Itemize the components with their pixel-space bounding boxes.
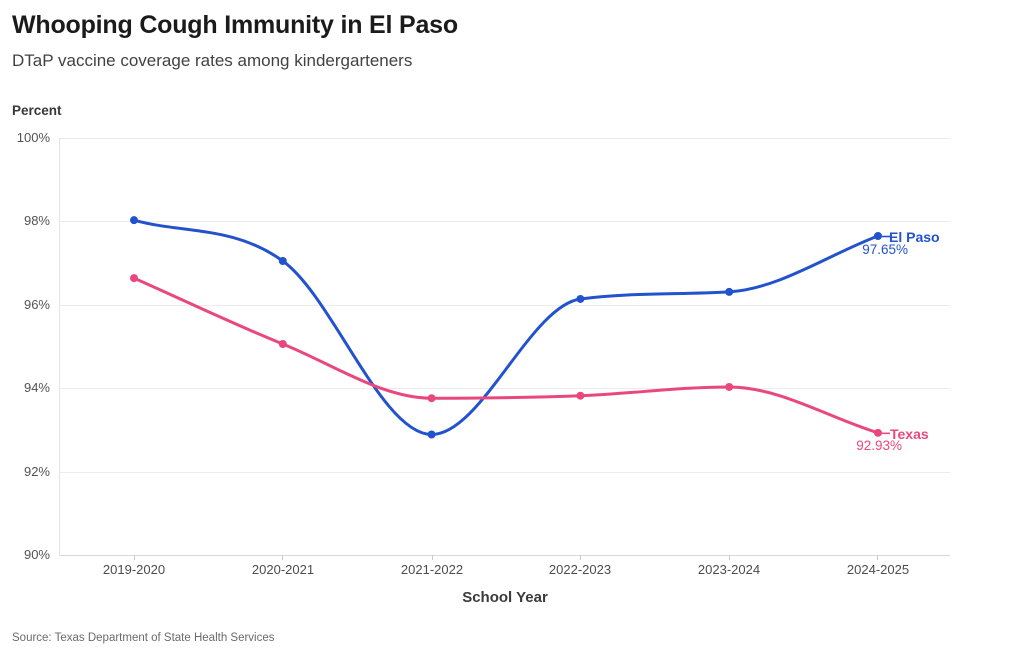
x-tickmark: [580, 555, 581, 560]
y-tick-94: 94%: [23, 380, 50, 395]
data-point: [725, 382, 734, 391]
y-axis-title: Percent: [12, 103, 62, 118]
series-line: [132, 276, 880, 435]
data-point: [427, 394, 436, 403]
gridline-94: [60, 388, 950, 389]
data-point: [576, 391, 585, 400]
x-tickmark: [282, 555, 283, 560]
y-tick-98: 98%: [23, 213, 50, 228]
x-tickmark: [877, 555, 878, 560]
data-point: [576, 294, 585, 303]
data-point: [725, 287, 734, 296]
x-tick-2020-2021: 2020-2021: [251, 562, 315, 577]
data-point: [130, 274, 138, 283]
series-el-paso: [130, 216, 890, 439]
series-label-el-paso: El Paso: [889, 229, 940, 245]
gridline-92: [60, 472, 950, 473]
x-tick-2021-2022: 2021-2022: [400, 562, 464, 577]
x-axis-title: School Year: [462, 589, 548, 606]
series-value-texas: 92.93%: [856, 438, 902, 453]
gridline-98: [60, 221, 950, 222]
data-point: [427, 430, 436, 439]
data-point: [278, 339, 287, 348]
x-tick-2024-2025: 2024-2025: [846, 562, 910, 577]
y-tick-96: 96%: [23, 297, 50, 312]
series-texas: [130, 274, 890, 437]
chart-subtitle: DTaP vaccine coverage rates among kinder…: [12, 51, 413, 70]
source-note: Source: Texas Department of State Health…: [12, 632, 275, 644]
gridline-96: [60, 305, 950, 306]
x-tick-2022-2023: 2022-2023: [548, 562, 612, 577]
chart-title: Whooping Cough Immunity in El Paso: [12, 11, 458, 39]
gridline-100: [60, 138, 950, 139]
x-axis-line: [60, 555, 950, 556]
series-value-el-paso: 97.65%: [862, 242, 908, 257]
x-tick-2023-2024: 2023-2024: [697, 562, 761, 577]
data-point: [130, 216, 138, 225]
y-tick-100: 100%: [16, 130, 50, 145]
x-tick-2019-2020: 2019-2020: [102, 562, 166, 577]
y-tick-92: 92%: [23, 464, 50, 479]
x-tickmark: [432, 555, 433, 560]
data-point: [278, 257, 287, 266]
x-tickmark: [729, 555, 730, 560]
x-tickmark: [134, 555, 135, 560]
line-chart: [130, 216, 890, 439]
y-tick-90: 90%: [23, 547, 50, 562]
y-axis-line: [59, 138, 60, 556]
data-point: [874, 231, 882, 240]
series-label-texas: Texas: [890, 426, 929, 442]
data-point: [874, 428, 882, 437]
